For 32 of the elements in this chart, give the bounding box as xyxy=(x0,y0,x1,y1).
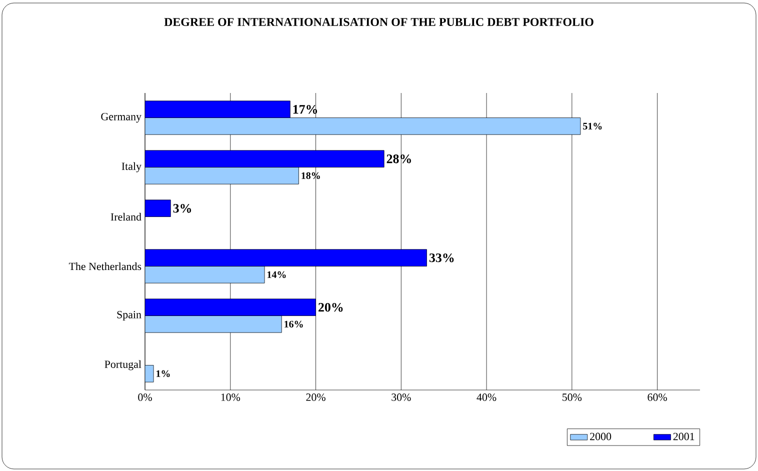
x-tick-label: 20% xyxy=(306,394,326,401)
y-tick-label: Ireland xyxy=(110,212,142,221)
x-tick-label: 50% xyxy=(562,394,582,401)
legend-label: 2001 xyxy=(673,432,694,440)
y-tick-label: Germany xyxy=(101,112,142,123)
data-label: 3% xyxy=(173,204,192,213)
bar xyxy=(145,200,171,217)
x-tick-label: 60% xyxy=(648,394,667,401)
y-tick-label: Portugal xyxy=(104,360,142,370)
data-label: 16% xyxy=(284,320,303,328)
x-tick-label: 30% xyxy=(392,394,411,401)
data-label: 33% xyxy=(429,253,454,262)
x-tick-label: 40% xyxy=(476,394,496,401)
bar xyxy=(145,266,265,284)
y-tick-label: Italy xyxy=(122,162,142,172)
bar xyxy=(145,100,290,118)
bar xyxy=(145,167,299,184)
data-label: 14% xyxy=(268,271,286,278)
y-tick-label: The Netherlands xyxy=(68,262,142,270)
y-tick-label: Spain xyxy=(117,310,142,321)
bar xyxy=(145,316,282,333)
chart-title: DEGREE OF INTERNATIONALISATION OF THE PUBLIC DEBT PORTFOLIO xyxy=(164,18,594,26)
x-tick-label: 10% xyxy=(221,394,240,401)
bar xyxy=(145,118,581,135)
x-tick-label: 0% xyxy=(138,394,152,401)
bar xyxy=(145,150,384,168)
data-label: 51% xyxy=(583,122,602,130)
legend-label: 2000 xyxy=(590,432,612,440)
bar xyxy=(145,249,427,266)
data-label: 1% xyxy=(156,370,170,378)
data-label: 20% xyxy=(318,302,343,312)
bar xyxy=(145,298,316,316)
